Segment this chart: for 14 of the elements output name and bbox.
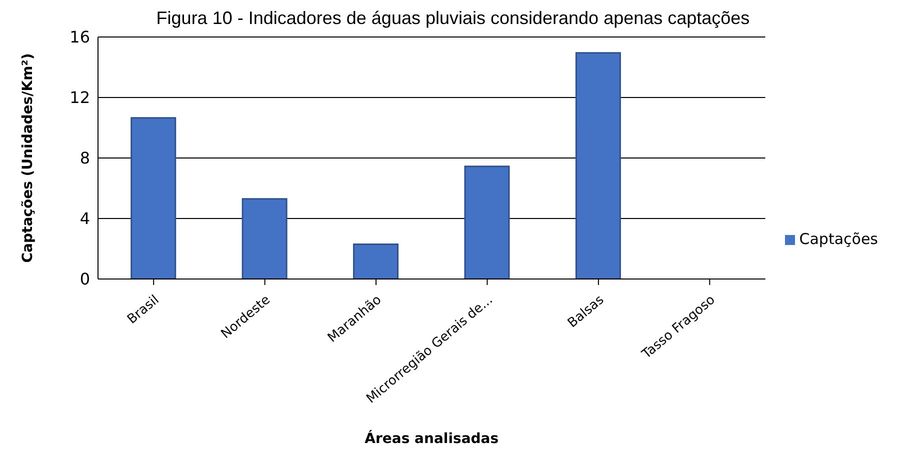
bar bbox=[130, 117, 176, 279]
bar bbox=[242, 198, 288, 279]
x-axis-title: Áreas analisadas bbox=[364, 430, 499, 447]
bar bbox=[575, 52, 621, 279]
y-tick-label: 16 bbox=[70, 28, 90, 47]
chart-title: Figura 10 - Indicadores de águas pluviais considerando apenas captações bbox=[155, 8, 751, 29]
y-tick-label: 12 bbox=[70, 88, 90, 108]
legend-label: Captações bbox=[799, 230, 878, 248]
y-tick-label: 8 bbox=[80, 148, 90, 168]
y-axis-title: Captações (Unidades/Km²) bbox=[20, 53, 36, 263]
y-tick-label: 0 bbox=[80, 270, 90, 289]
bar bbox=[353, 243, 399, 279]
y-tick-label: 4 bbox=[80, 209, 90, 228]
bar bbox=[464, 166, 510, 279]
